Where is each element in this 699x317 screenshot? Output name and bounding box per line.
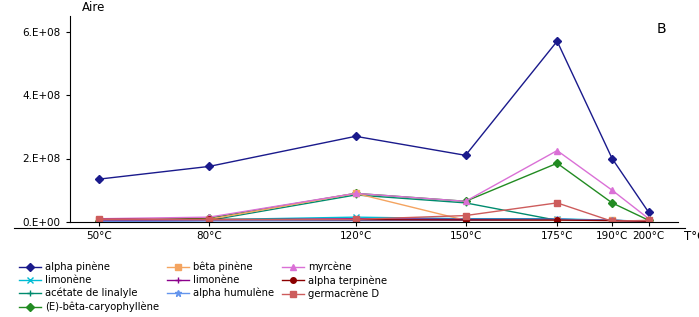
alpha humulène — [205, 219, 213, 223]
bêta pinène — [205, 217, 213, 221]
bêta pinène — [553, 218, 561, 222]
myrcène — [461, 199, 470, 203]
limonène — [461, 217, 470, 221]
alpha pinène — [205, 165, 213, 168]
Text: T°C: T°C — [684, 230, 699, 243]
Line: bêta pinène: bêta pinène — [96, 191, 651, 224]
bêta pinène — [95, 218, 103, 222]
alpha terpinène — [608, 219, 617, 223]
alpha humulène — [644, 219, 653, 223]
bêta pinène — [352, 191, 360, 195]
myrcène — [644, 217, 653, 221]
acétate de linalyle — [95, 219, 103, 223]
alpha humulène — [352, 219, 360, 223]
germacrène D — [553, 201, 561, 205]
alpha humulène — [461, 218, 470, 222]
myrcène — [352, 191, 360, 195]
alpha terpinène — [644, 219, 653, 223]
limonène — [553, 217, 561, 221]
myrcène — [205, 215, 213, 219]
limonène — [352, 215, 360, 219]
acétate de linalyle — [644, 220, 653, 223]
limonène — [205, 218, 213, 222]
alpha pinène — [608, 157, 617, 160]
alpha terpinène — [553, 218, 561, 222]
Text: Aire: Aire — [82, 1, 106, 14]
alpha pinène — [461, 153, 470, 157]
alpha terpinène — [205, 217, 213, 221]
Text: B: B — [656, 22, 666, 36]
Line: alpha pinène: alpha pinène — [96, 38, 651, 215]
limonène — [95, 218, 103, 222]
bêta pinène — [461, 218, 470, 222]
(E)-bêta-caryophyllène — [95, 219, 103, 223]
germacrène D — [461, 214, 470, 217]
alpha humulène — [553, 217, 561, 221]
(E)-bêta-caryophyllène — [205, 216, 213, 220]
limonène — [608, 218, 617, 222]
alpha pinène — [644, 210, 653, 214]
germacrène D — [644, 218, 653, 222]
limonène — [644, 219, 653, 223]
alpha pinène — [352, 134, 360, 138]
acétate de linalyle — [352, 193, 360, 197]
Line: (E)-bêta-caryophyllène: (E)-bêta-caryophyllène — [96, 160, 651, 224]
myrcène — [608, 188, 617, 192]
acétate de linalyle — [205, 218, 213, 222]
limonène — [352, 217, 360, 221]
acétate de linalyle — [553, 218, 561, 222]
(E)-bêta-caryophyllène — [644, 218, 653, 222]
germacrène D — [608, 219, 617, 223]
(E)-bêta-caryophyllène — [608, 201, 617, 205]
limonène — [553, 217, 561, 221]
Line: limonène: limonène — [96, 214, 652, 225]
germacrène D — [352, 217, 360, 221]
acétate de linalyle — [608, 218, 617, 222]
limonène — [608, 218, 617, 222]
limonène — [461, 217, 470, 221]
Line: germacrène D: germacrène D — [96, 200, 651, 224]
alpha terpinène — [352, 218, 360, 222]
germacrène D — [95, 217, 103, 221]
germacrène D — [205, 218, 213, 222]
limonène — [95, 219, 103, 223]
myrcène — [553, 149, 561, 152]
(E)-bêta-caryophyllène — [461, 199, 470, 203]
alpha humulène — [608, 218, 617, 222]
alpha pinène — [553, 39, 561, 43]
limonène — [644, 220, 653, 223]
alpha humulène — [95, 219, 103, 223]
Line: alpha humulène: alpha humulène — [96, 216, 652, 225]
alpha pinène — [95, 177, 103, 181]
Legend: alpha pinène, limonène, acétate de linalyle, (E)-bêta-caryophyllène, bêta pinène: alpha pinène, limonène, acétate de linal… — [19, 262, 387, 312]
limonène — [205, 218, 213, 222]
Line: alpha terpinène: alpha terpinène — [96, 217, 651, 224]
alpha terpinène — [461, 218, 470, 222]
(E)-bêta-caryophyllène — [553, 161, 561, 165]
(E)-bêta-caryophyllène — [352, 191, 360, 195]
Line: myrcène: myrcène — [96, 148, 651, 222]
alpha terpinène — [95, 217, 103, 221]
Line: limonène: limonène — [96, 215, 652, 225]
acétate de linalyle — [461, 201, 470, 205]
bêta pinène — [644, 220, 653, 223]
bêta pinène — [608, 218, 617, 222]
Line: acétate de linalyle: acétate de linalyle — [96, 191, 652, 225]
myrcène — [95, 217, 103, 221]
